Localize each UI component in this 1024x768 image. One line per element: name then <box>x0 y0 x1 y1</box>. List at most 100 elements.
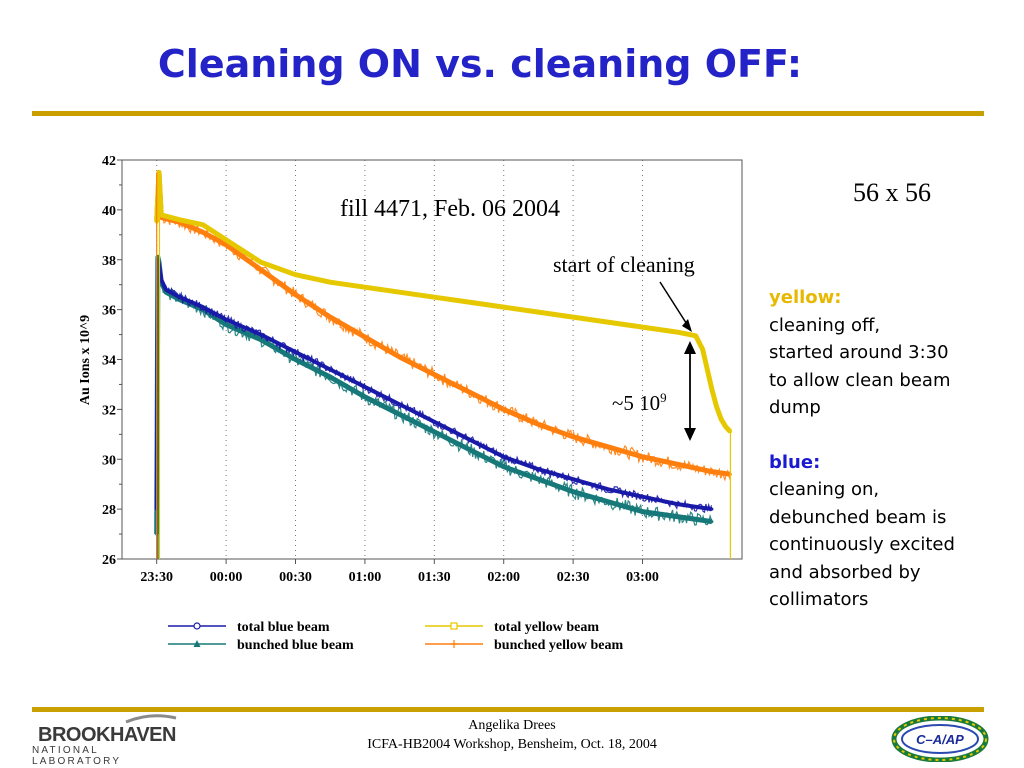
y-tick-label: 32 <box>102 403 116 418</box>
data-point-total-blue-beam <box>467 437 471 441</box>
data-point-total-yellow-beam <box>705 368 709 371</box>
brookhaven-logo-main: BROOKHAVEN <box>38 724 176 746</box>
data-point-bunched-yellow-beam <box>606 445 610 449</box>
data-point-total-blue-beam <box>201 305 205 309</box>
data-point-total-yellow-beam <box>178 218 182 222</box>
x-tick-label: 23:30 <box>140 570 173 585</box>
legend-label-total-blue-beam: total blue beam <box>237 620 330 635</box>
bottom-divider <box>32 707 984 712</box>
y-tick-label: 34 <box>102 354 116 369</box>
data-point-total-blue-beam <box>159 278 163 282</box>
footer-author: Angelika Drees <box>468 718 556 733</box>
yellow-note-line: dump <box>769 397 821 418</box>
delta-arrow-head-down <box>684 428 696 441</box>
yellow-note-line: cleaning off, <box>769 314 881 336</box>
data-point-total-blue-beam <box>606 487 610 491</box>
legend-marker-total-blue-beam <box>193 622 201 630</box>
series-noise-total-blue-beam <box>158 267 713 514</box>
data-point-total-blue-beam <box>178 295 182 299</box>
data-point-bunched-yellow-beam <box>398 355 402 359</box>
data-point-bunched-yellow-beam <box>675 462 679 466</box>
x-tick-label: 02:00 <box>487 570 520 585</box>
data-point-total-blue-beam <box>675 502 679 506</box>
data-point-bunched-blue-beam <box>432 430 436 434</box>
bunch-pattern-label: 56 x 56 <box>853 178 931 207</box>
start-of-cleaning-arrowhead <box>682 319 692 332</box>
cad-ap-logo-text: C–A/AP <box>916 732 964 747</box>
x-tick-label: 00:00 <box>210 570 243 585</box>
y-tick-label: 36 <box>102 304 116 319</box>
data-point-total-blue-beam <box>259 333 263 337</box>
x-tick-label: 01:00 <box>349 570 382 585</box>
yellow-note-line: started around 3:30 <box>769 342 949 363</box>
data-point-bunched-yellow-beam <box>259 268 263 272</box>
delta-arrow-head-up <box>684 341 696 354</box>
intensity-difference-label: ~5 109 <box>612 390 667 416</box>
data-point-bunched-blue-beam <box>502 465 506 469</box>
data-point-bunched-yellow-beam <box>710 470 714 474</box>
legend-label-bunched-yellow-beam: bunched yellow beam <box>494 638 623 653</box>
legend-marker-bunched-blue-beam <box>193 640 201 647</box>
data-point-bunched-blue-beam <box>467 447 471 451</box>
footer-event: ICFA-HB2004 Workshop, Bensheim, Oct. 18,… <box>367 737 657 752</box>
data-point-total-yellow-beam <box>571 315 575 319</box>
yellow-note-line: to allow clean beam <box>769 369 951 391</box>
series-noise-bunched-yellow-beam <box>161 215 731 482</box>
yellow-note-heading: yellow: <box>769 287 842 308</box>
data-point-total-yellow-beam <box>724 425 728 429</box>
y-tick-label: 42 <box>102 154 116 169</box>
data-point-bunched-yellow-beam <box>536 422 540 426</box>
data-point-total-blue-beam <box>224 318 228 322</box>
data-point-total-blue-beam <box>363 385 367 389</box>
data-point-total-yellow-beam <box>224 238 228 242</box>
cad-ap-logo: C–A/AP <box>891 716 989 762</box>
beam-intensity-chart: 26 28 30 32 34 36 38 40 42 23:30 00:00 00:30 01:00 0… <box>78 154 743 653</box>
data-point-total-yellow-beam <box>398 290 402 294</box>
y-tick-label: 28 <box>102 503 116 518</box>
data-point-total-blue-beam <box>294 350 297 354</box>
data-point-bunched-yellow-beam <box>294 293 297 297</box>
data-point-bunched-blue-beam <box>571 490 575 494</box>
data-point-total-blue-beam <box>502 455 506 459</box>
y-tick-label: 40 <box>102 204 116 219</box>
brookhaven-swoosh-icon <box>125 714 177 724</box>
data-point-total-blue-beam <box>710 507 714 511</box>
footer-credit: Angelika Drees ICFA-HB2004 Workshop, Ben… <box>0 716 1024 754</box>
data-point-bunched-yellow-beam <box>224 243 228 247</box>
data-point-total-yellow-beam <box>467 300 471 304</box>
data-point-bunched-blue-beam <box>294 358 297 361</box>
data-point-bunched-yellow-beam <box>328 315 332 319</box>
series-noise-bunched-blue-beam <box>158 262 713 526</box>
data-point-bunched-blue-beam <box>224 323 228 327</box>
data-point-total-yellow-beam <box>701 348 705 351</box>
start-of-cleaning-label: start of cleaning <box>553 252 695 277</box>
blue-note-line: continuously excited <box>769 534 955 555</box>
y-tick-label: 38 <box>102 254 116 269</box>
x-tick-label: 02:30 <box>557 570 590 585</box>
notes-spacer <box>769 422 1019 449</box>
data-point-total-yellow-beam <box>710 387 714 391</box>
data-point-total-yellow-beam <box>728 430 732 434</box>
data-point-bunched-blue-beam <box>328 375 332 379</box>
delta-label-exponent: 9 <box>660 390 667 405</box>
blue-note-line: debunched beam is <box>769 506 947 528</box>
legend-label-bunched-blue-beam: bunched blue beam <box>237 638 354 653</box>
data-point-total-blue-beam <box>536 467 540 471</box>
data-point-total-yellow-beam <box>715 405 719 409</box>
x-tick-label: 00:30 <box>279 570 312 585</box>
blue-note-line: collimators <box>769 589 869 610</box>
notes-panel: yellow: cleaning off, started around 3:3… <box>769 284 1019 614</box>
data-point-bunched-yellow-beam <box>641 455 644 459</box>
data-point-total-yellow-beam <box>606 320 610 324</box>
y-axis-label: Au Ions x 10^9 <box>78 315 93 405</box>
data-point-total-blue-beam <box>164 288 168 292</box>
data-point-bunched-yellow-beam <box>467 390 471 394</box>
data-point-total-blue-beam <box>398 402 402 406</box>
data-point-bunched-yellow-beam <box>201 230 205 234</box>
legend-marker-bunched-yellow-beam <box>450 640 458 648</box>
data-point-total-blue-beam <box>432 420 436 424</box>
x-tick-label: 03:00 <box>626 570 659 585</box>
data-point-total-blue-beam <box>328 368 332 371</box>
delta-label-base: ~5 10 <box>612 391 661 415</box>
y-tick-label: 26 <box>102 553 116 568</box>
